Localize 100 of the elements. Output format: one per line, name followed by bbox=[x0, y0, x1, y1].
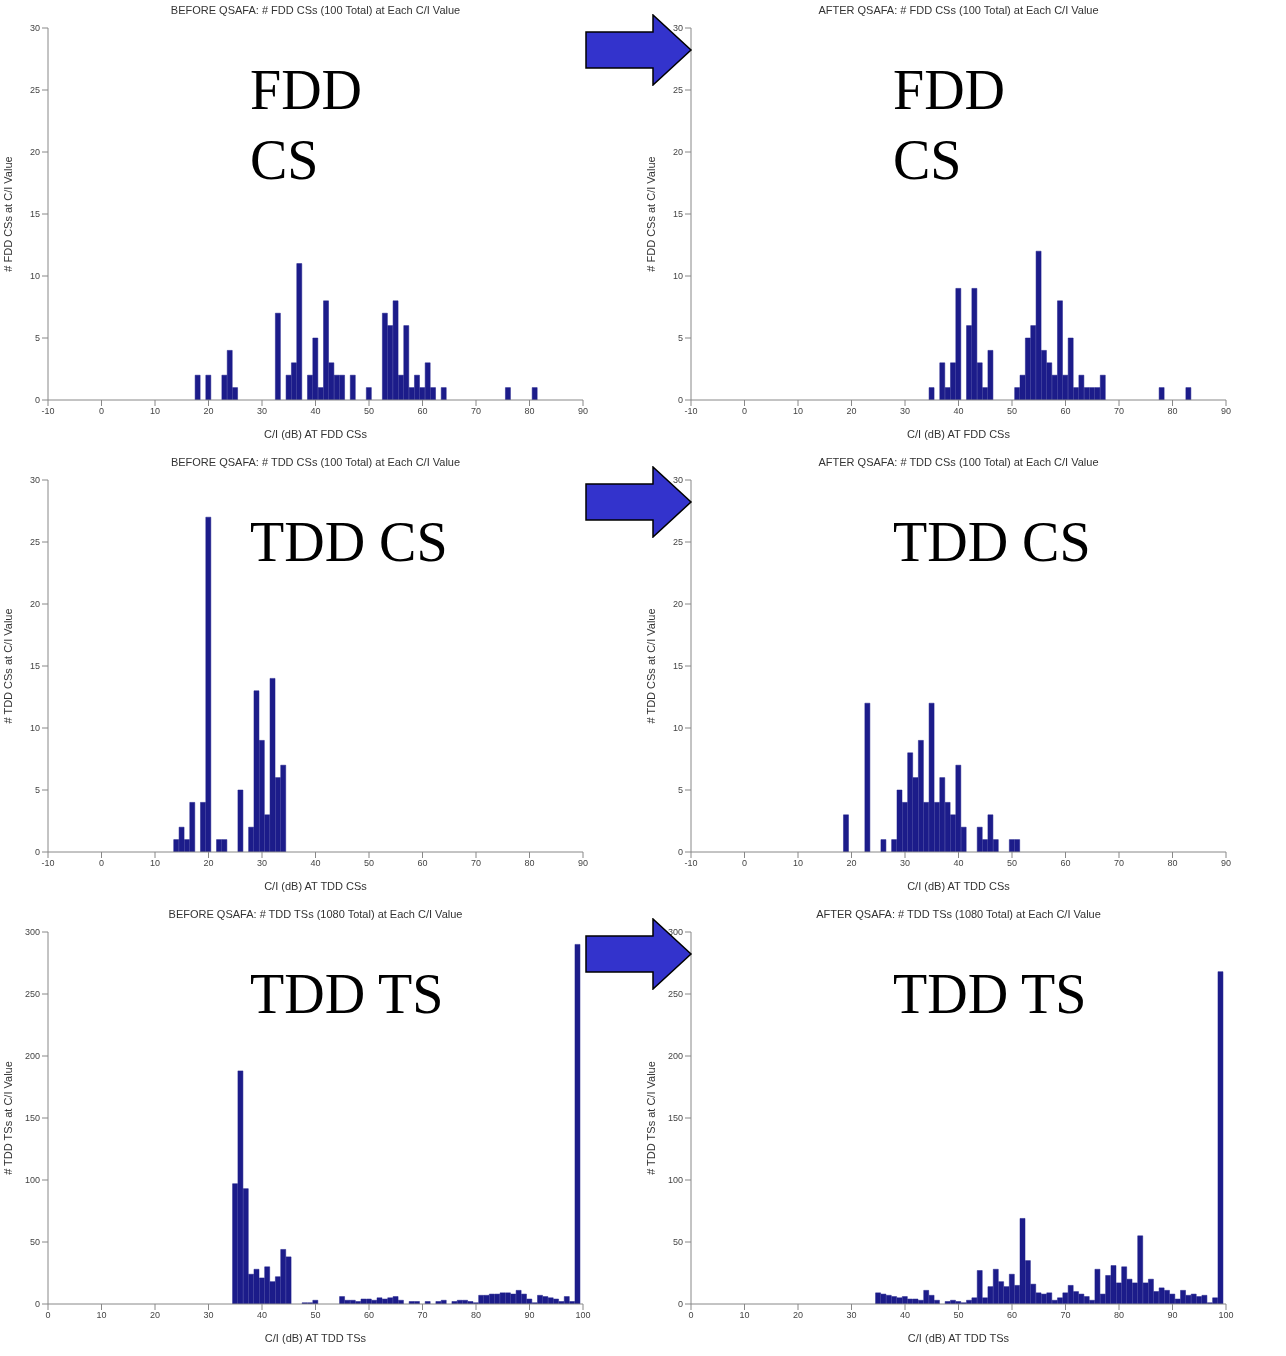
y-tick-label: 0 bbox=[34, 1299, 40, 1310]
x-tick-label: 0 bbox=[688, 1310, 694, 1321]
annotation: FDD CS bbox=[250, 58, 363, 193]
y-tick-label: 50 bbox=[29, 1237, 40, 1248]
x-tick-label: 40 bbox=[256, 1310, 268, 1321]
y-tick-label: 0 bbox=[677, 847, 683, 858]
y-tick-label: 25 bbox=[672, 85, 683, 96]
y-tick-label: 25 bbox=[672, 537, 683, 548]
y-tick-label: 0 bbox=[677, 395, 683, 406]
y-tick-label: 150 bbox=[24, 1113, 40, 1124]
annotation: TDD CS bbox=[250, 510, 448, 575]
x-tick-label: 70 bbox=[417, 1310, 428, 1321]
x-axis-title: C/I (dB) AT TDD CSs bbox=[264, 880, 368, 892]
y-axis-title: # TDD TSs at C/I Value bbox=[644, 1061, 657, 1175]
x-tick-label: 10 bbox=[739, 1310, 750, 1321]
x-tick-label: 70 bbox=[470, 406, 482, 417]
y-tick-label: 10 bbox=[672, 271, 683, 282]
y-tick-label: 150 bbox=[667, 1113, 683, 1124]
y-tick-label: 300 bbox=[667, 927, 683, 938]
x-tick-label: 90 bbox=[1167, 1310, 1178, 1321]
x-tick-label: -10 bbox=[684, 858, 698, 869]
x-axis-title: C/I (dB) AT TDD TSs bbox=[264, 1332, 367, 1344]
x-tick-label: 100 bbox=[1218, 1310, 1234, 1321]
x-tick-label: 80 bbox=[524, 858, 535, 869]
x-tick-label: 50 bbox=[1006, 858, 1018, 869]
x-tick-label: 60 bbox=[1060, 858, 1071, 869]
x-tick-label: 60 bbox=[1060, 406, 1071, 417]
annotation: TDD CS bbox=[893, 510, 1091, 575]
y-tick-label: 5 bbox=[34, 333, 40, 344]
chart-title: BEFORE QSAFA: # TDD TSs (1080 Total) at Each C/I Value bbox=[167, 908, 464, 920]
y-tick-label: 30 bbox=[672, 475, 683, 486]
y-axis-title: # TDD CSs at C/I Value bbox=[644, 608, 657, 724]
y-tick-label: 15 bbox=[672, 209, 683, 220]
y-tick-label: 30 bbox=[672, 23, 683, 34]
y-tick-label: 5 bbox=[677, 333, 683, 344]
y-tick-label: 0 bbox=[677, 1299, 683, 1310]
x-tick-label: 80 bbox=[470, 1310, 482, 1321]
x-axis-title: C/I (dB) AT FDD CSs bbox=[907, 428, 1011, 440]
y-tick-label: 15 bbox=[672, 661, 683, 672]
x-tick-label: 30 bbox=[846, 1310, 857, 1321]
x-tick-label: 70 bbox=[1113, 858, 1125, 869]
x-tick-label: 90 bbox=[1220, 406, 1232, 417]
y-tick-label: 200 bbox=[24, 1051, 40, 1062]
y-tick-label: 20 bbox=[672, 599, 683, 610]
x-tick-label: 70 bbox=[1113, 406, 1125, 417]
y-tick-label: 5 bbox=[34, 785, 40, 796]
y-tick-label: 15 bbox=[29, 661, 40, 672]
annotation: FDD CS bbox=[893, 58, 1006, 193]
x-tick-label: 0 bbox=[741, 406, 748, 417]
y-tick-label: 5 bbox=[677, 785, 683, 796]
x-tick-label: 50 bbox=[310, 1310, 321, 1321]
y-tick-label: 200 bbox=[667, 1051, 683, 1062]
y-tick-label: 300 bbox=[24, 927, 40, 938]
y-tick-label: 10 bbox=[672, 723, 683, 734]
x-tick-label: 10 bbox=[149, 858, 161, 869]
x-tick-label: 40 bbox=[953, 858, 964, 869]
y-tick-label: 30 bbox=[29, 23, 40, 34]
y-tick-label: 20 bbox=[29, 599, 40, 610]
chart-title: AFTER QSAFA: # FDD CSs (100 Total) at Each C/I Value bbox=[817, 4, 1100, 16]
x-axis-title: C/I (dB) AT TDD TSs bbox=[907, 1332, 1010, 1344]
x-tick-label: 80 bbox=[1113, 1310, 1125, 1321]
x-tick-label: 30 bbox=[256, 858, 268, 869]
x-tick-label: 50 bbox=[363, 406, 375, 417]
y-axis-title: # FDD CSs at C/I Value bbox=[644, 156, 657, 272]
x-tick-label: 0 bbox=[98, 858, 105, 869]
y-tick-label: 25 bbox=[29, 537, 40, 548]
x-tick-label: 40 bbox=[310, 406, 321, 417]
y-tick-label: 50 bbox=[672, 1237, 683, 1248]
y-tick-label: 100 bbox=[667, 1175, 683, 1186]
x-tick-label: 20 bbox=[203, 406, 214, 417]
y-axis-title: # TDD CSs at C/I Value bbox=[1, 608, 14, 724]
x-tick-label: 40 bbox=[953, 406, 964, 417]
x-tick-label: 30 bbox=[256, 406, 268, 417]
x-tick-label: 80 bbox=[524, 406, 535, 417]
x-tick-label: 90 bbox=[1220, 858, 1232, 869]
annotation: TDD TS bbox=[250, 962, 444, 1027]
y-tick-label: 10 bbox=[29, 271, 40, 282]
x-tick-label: 80 bbox=[1167, 858, 1178, 869]
x-tick-label: 0 bbox=[741, 858, 748, 869]
x-tick-label: 60 bbox=[363, 1310, 375, 1321]
x-tick-label: 20 bbox=[203, 858, 214, 869]
x-tick-label: 0 bbox=[98, 406, 105, 417]
x-tick-label: 20 bbox=[792, 1310, 804, 1321]
x-tick-label: 50 bbox=[953, 1310, 964, 1321]
y-tick-label: 20 bbox=[29, 147, 40, 158]
x-tick-label: 10 bbox=[792, 858, 804, 869]
chart-title: BEFORE QSAFA: # TDD CSs (100 Total) at Each C/I Value bbox=[169, 456, 462, 468]
x-tick-label: 30 bbox=[899, 406, 911, 417]
y-tick-label: 30 bbox=[29, 475, 40, 486]
x-tick-label: 40 bbox=[310, 858, 321, 869]
y-tick-label: 20 bbox=[672, 147, 683, 158]
y-tick-label: 10 bbox=[29, 723, 40, 734]
x-tick-label: 70 bbox=[1060, 1310, 1071, 1321]
x-axis-title: C/I (dB) AT FDD CSs bbox=[264, 428, 368, 440]
x-tick-label: 40 bbox=[899, 1310, 911, 1321]
y-tick-label: 25 bbox=[29, 85, 40, 96]
x-tick-label: 0 bbox=[45, 1310, 51, 1321]
x-tick-label: 70 bbox=[470, 858, 482, 869]
x-tick-label: 10 bbox=[96, 1310, 107, 1321]
y-tick-label: 250 bbox=[667, 989, 683, 1000]
